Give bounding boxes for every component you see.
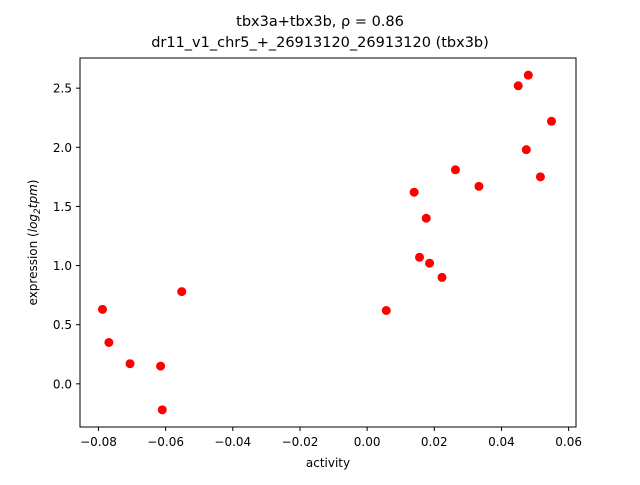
y-axis-label-prefix: expression ( <box>26 232 40 305</box>
x-tick-label-5: 0.02 <box>421 435 448 449</box>
y-axis-label-math-2: tpm <box>26 184 40 208</box>
plot-frame <box>79 57 577 428</box>
scatter-point-6 <box>381 306 391 316</box>
y-tick-label-3: 1.5 <box>53 200 72 214</box>
scatter-point-1 <box>104 337 114 347</box>
ticks-layer: −0.08 −0.06 −0.04 −0.02 0.00 0.02 0.04 0.06 0.0 0… <box>53 82 582 449</box>
chart-title-rho: ρ = 0.86 <box>341 14 404 30</box>
x-axis-label: activity <box>306 456 350 470</box>
x-tick-label-7: 0.06 <box>555 435 582 449</box>
chart-title-line-1: tbx3a+tbx3b, ρ = 0.86 <box>0 14 640 30</box>
scatter-point-11 <box>437 272 447 282</box>
scatter-point-18 <box>546 116 556 126</box>
scatter-point-16 <box>523 70 533 80</box>
scatter-point-2 <box>125 359 135 369</box>
scatter-point-13 <box>474 181 484 191</box>
scatter-point-17 <box>535 172 545 182</box>
scatter-point-12 <box>450 165 460 175</box>
scatter-point-3 <box>156 361 166 371</box>
scatter-point-0 <box>97 304 107 314</box>
scatter-point-10 <box>425 258 435 268</box>
x-tick-label-4: 0.00 <box>354 435 381 449</box>
x-tick-label-0: −0.08 <box>80 435 117 449</box>
y-axis-label: expression (log2tpm) <box>26 180 43 306</box>
y-tick-label-5: 2.5 <box>53 82 72 96</box>
x-tick-label-3: −0.02 <box>282 435 319 449</box>
scatter-point-7 <box>409 187 419 197</box>
scatter-point-14 <box>513 81 523 91</box>
y-axis-label-subscript: 2 <box>33 208 43 214</box>
y-tick-label-1: 0.5 <box>53 318 72 332</box>
x-tick-label-6: 0.04 <box>488 435 515 449</box>
y-tick-label-2: 1.0 <box>53 259 72 273</box>
y-axis-label-math: log <box>26 214 40 233</box>
scatter-point-15 <box>521 145 531 155</box>
y-axis-label-suffix: ) <box>26 180 40 185</box>
y-tick-label-4: 2.0 <box>53 141 72 155</box>
x-tick-label-1: −0.06 <box>147 435 184 449</box>
scatter-point-8 <box>415 252 425 262</box>
x-tick-label-2: −0.04 <box>214 435 251 449</box>
scatter-point-4 <box>157 405 167 415</box>
scatter-point-5 <box>177 287 187 297</box>
chart-title-prefix: tbx3a+tbx3b, <box>236 14 341 30</box>
points-layer <box>97 70 556 415</box>
y-tick-label-0: 0.0 <box>53 377 72 391</box>
chart-title-line-2: dr11_v1_chr5_+_26913120_26913120 (tbx3b) <box>151 35 489 51</box>
scatter-point-9 <box>421 213 431 223</box>
